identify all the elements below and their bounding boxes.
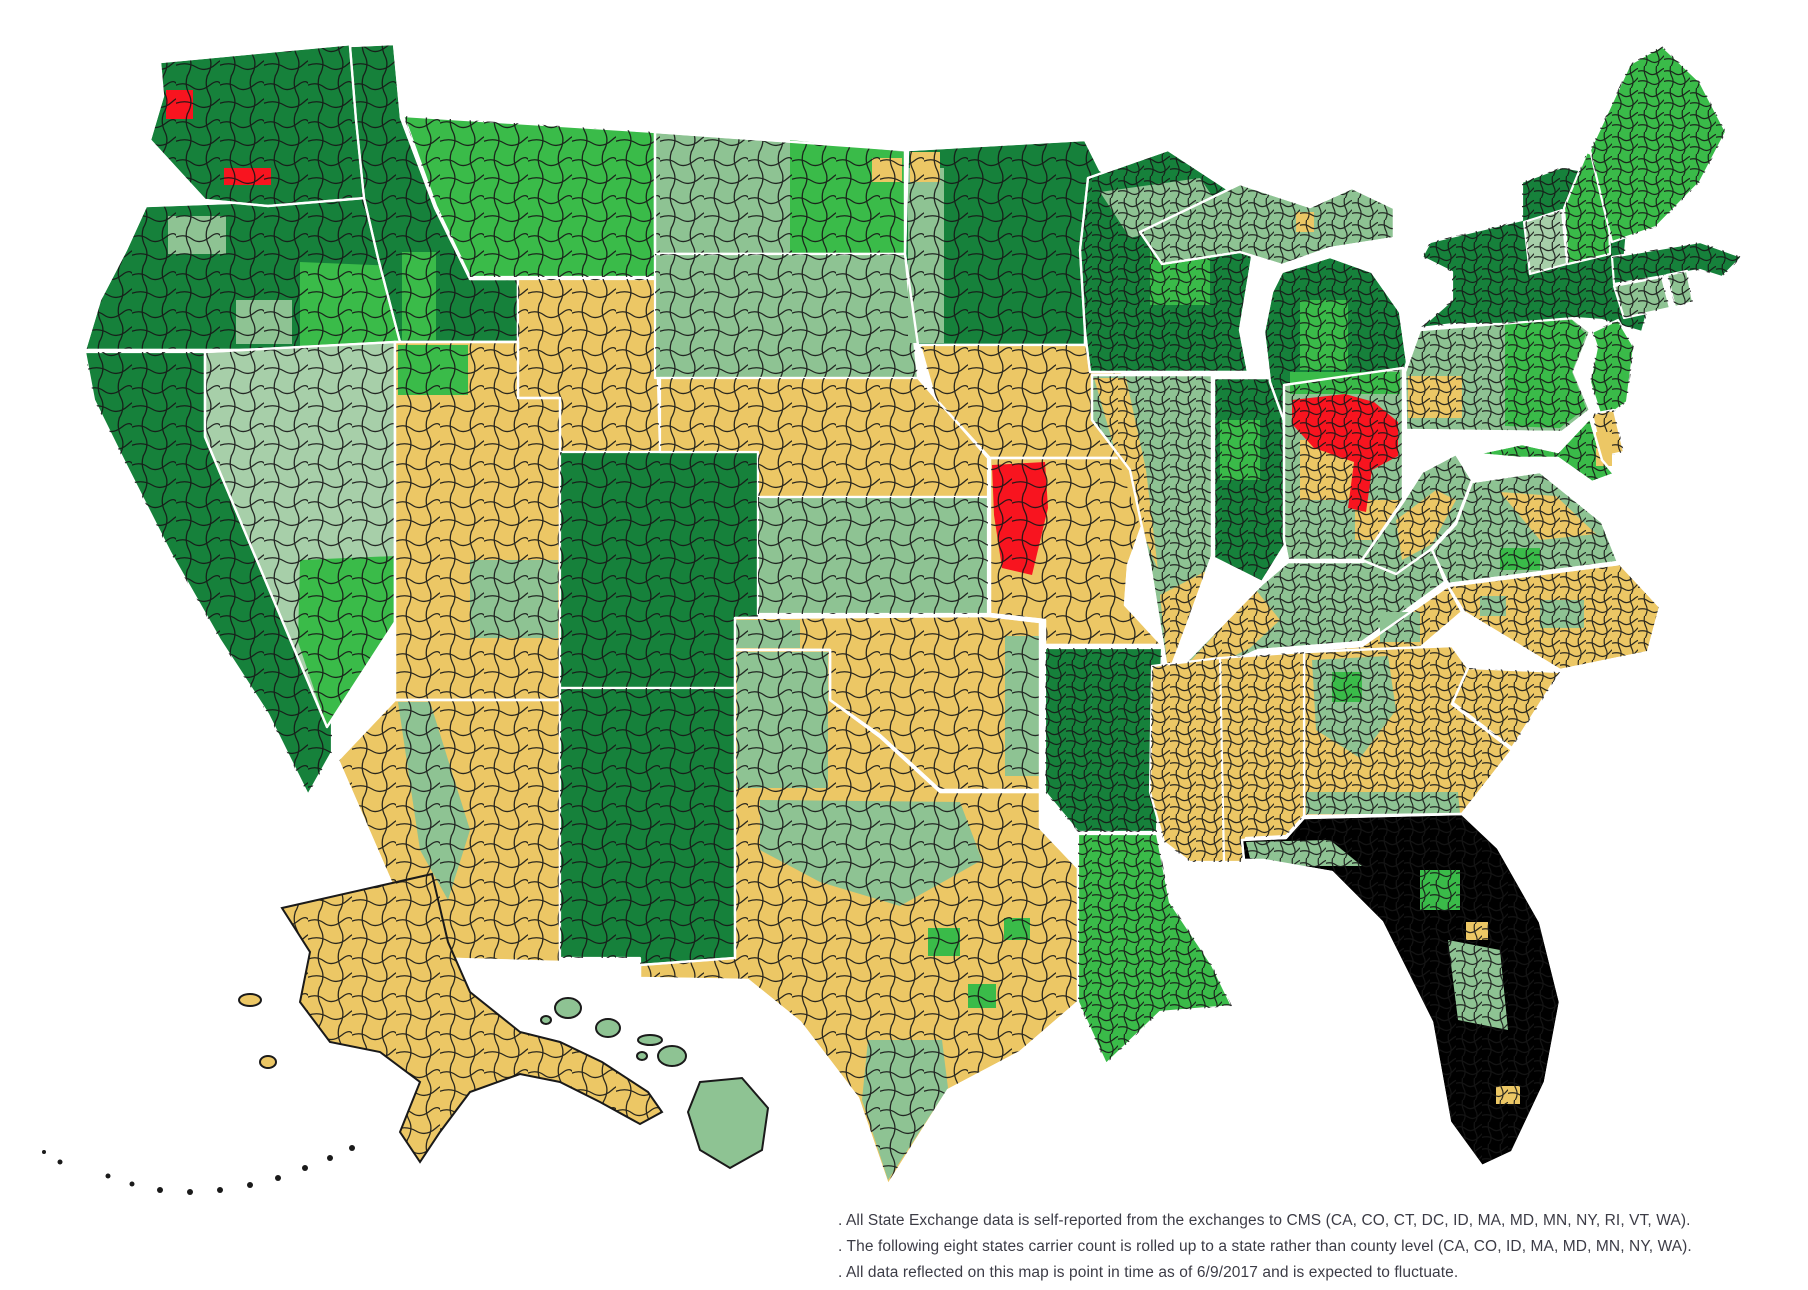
state-florida xyxy=(1240,812,1562,1168)
patch-sage xyxy=(1005,636,1040,776)
state-hawaii xyxy=(540,997,770,1170)
patch-sage xyxy=(168,216,226,254)
patch-yellow xyxy=(1496,1086,1520,1104)
state-maine xyxy=(1588,44,1728,244)
hawaii-niihau xyxy=(540,1015,552,1025)
patch-yellow xyxy=(1296,212,1314,232)
state-new-jersey xyxy=(1588,318,1636,422)
patch-green xyxy=(790,140,905,254)
patch-sage xyxy=(736,620,800,648)
alaska-island xyxy=(259,1055,277,1069)
patch-green xyxy=(1004,918,1030,940)
state-south-dakota xyxy=(653,252,920,380)
hawaii-oahu xyxy=(595,1018,621,1038)
patch-sage xyxy=(1540,600,1584,628)
patch-yellow xyxy=(910,152,940,182)
patch-sage xyxy=(236,300,292,344)
state-north-dakota xyxy=(653,130,907,256)
patch-green xyxy=(1332,672,1362,702)
state-oregon xyxy=(83,196,402,352)
state-louisiana xyxy=(1076,832,1234,1066)
state-rhode-island xyxy=(1665,269,1695,309)
footnote-line-1: . All State Exchange data is self-report… xyxy=(838,1212,1691,1229)
patch-sage xyxy=(470,560,558,638)
state-vermont xyxy=(1522,208,1569,276)
patch-sage-south-strip xyxy=(1306,792,1460,814)
footnote-line-3: . All data reflected on this map is poin… xyxy=(838,1264,1459,1281)
patch-yellow xyxy=(872,158,902,182)
aleutian-islands xyxy=(42,1145,355,1195)
hawaii-molokai xyxy=(637,1034,663,1046)
patch-green xyxy=(398,345,468,395)
state-washington xyxy=(148,42,367,208)
alaska-island xyxy=(238,993,262,1007)
hawaii-maui xyxy=(657,1045,687,1067)
patch-green xyxy=(402,252,436,340)
hawaii-big-island xyxy=(686,1076,770,1170)
patch-green xyxy=(1420,870,1460,910)
patch-green xyxy=(928,928,960,956)
state-colorado xyxy=(558,450,760,690)
hawaii-lanai xyxy=(636,1051,648,1061)
state-pennsylvania xyxy=(1403,316,1592,434)
map-footnotes: . All State Exchange data is self-report… xyxy=(838,1208,1768,1286)
patch-red-grays-harbor xyxy=(166,90,193,119)
state-mississippi xyxy=(1148,656,1226,864)
patch-yellow xyxy=(1466,922,1488,940)
patch-green xyxy=(968,984,996,1008)
patch-green xyxy=(1220,420,1260,480)
patch-green xyxy=(1300,300,1348,370)
patch-yellow-northwest xyxy=(1408,376,1462,418)
patch-sage xyxy=(1480,596,1506,616)
state-kansas xyxy=(756,495,990,616)
state-new-mexico xyxy=(558,686,737,972)
state-arkansas xyxy=(1043,646,1164,834)
patch-sage-panhandle xyxy=(737,652,828,788)
state-indiana xyxy=(1212,376,1290,584)
footnote-line-2: . The following eight states carrier cou… xyxy=(838,1238,1692,1255)
patch-green xyxy=(1500,548,1540,570)
patch-sage xyxy=(1380,612,1420,642)
hawaii-kauai xyxy=(554,997,582,1019)
patch-red-klickitat xyxy=(224,168,271,185)
